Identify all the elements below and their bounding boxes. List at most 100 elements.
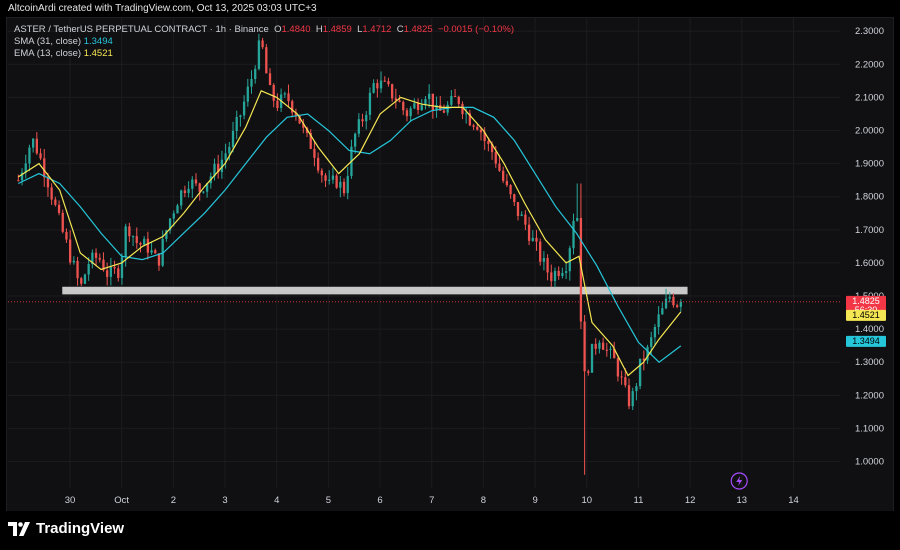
candle-body (342, 181, 346, 194)
y-tick-label: 2.0000 (855, 126, 884, 137)
x-tick-label: 2 (171, 495, 176, 506)
candle-body (502, 170, 505, 181)
candle-body (91, 252, 94, 265)
candle-body (583, 321, 586, 372)
sma-value: 1.3494 (83, 36, 113, 47)
candle-body (339, 181, 342, 188)
ema-line (17, 90, 682, 377)
candle-body (17, 180, 20, 182)
candle-body (627, 385, 631, 407)
candle-body (535, 237, 538, 242)
candle-body (31, 138, 35, 148)
candle-body (435, 104, 438, 111)
y-tick-label: 2.3000 (855, 26, 884, 37)
candle-body (309, 132, 312, 149)
candle-body (624, 377, 627, 386)
caption-text: AltcoinArdi created with TradingView.com… (8, 3, 317, 14)
candle-body (679, 301, 682, 307)
candle-body (43, 158, 46, 178)
candle-body (268, 73, 272, 85)
brand-name: TradingView (36, 520, 125, 537)
candle-body (487, 141, 490, 144)
candle-body (672, 296, 675, 306)
x-tick-label: 7 (429, 495, 434, 506)
gridlines (8, 18, 840, 488)
candle-body (261, 40, 264, 48)
candle-body (479, 129, 483, 133)
ema-legend-row[interactable]: EMA (13, close) 1.4521 (14, 48, 514, 60)
candle-body (568, 248, 571, 272)
x-tick-label: 9 (532, 495, 537, 506)
candle-body (224, 153, 227, 160)
candle-body (587, 371, 590, 373)
tradingview-logo[interactable]: TradingView (8, 520, 124, 537)
x-tick-label: 4 (274, 495, 279, 506)
support-band (62, 286, 688, 295)
candle-body (509, 185, 512, 195)
candle-body (24, 163, 27, 173)
candle-body (398, 100, 401, 102)
candle-body (498, 163, 501, 171)
candle-body (383, 80, 386, 82)
chart-frame[interactable] (6, 17, 894, 513)
candle-body (520, 214, 523, 216)
candlestick-series (17, 33, 682, 475)
candle-body (35, 138, 38, 154)
candle-body (228, 146, 231, 154)
sma-legend-row[interactable]: SMA (31, close) 1.3494 (14, 36, 514, 48)
candle-body (331, 175, 335, 180)
candle-body (80, 278, 83, 284)
lightning-icon[interactable] (730, 472, 748, 490)
candle-body (524, 214, 527, 225)
low-value: 1.4712 (362, 24, 392, 35)
candle-body (20, 172, 24, 181)
candle-body (54, 199, 57, 205)
candle-body (564, 271, 568, 273)
candle-body (420, 105, 423, 111)
y-tick-label: 1.4000 (855, 324, 884, 335)
candle-body (387, 81, 390, 85)
candle-body (213, 163, 216, 177)
candle-body (128, 226, 131, 237)
candle-body (98, 257, 101, 260)
candle-body (220, 159, 224, 173)
candle-body (120, 257, 124, 278)
y-tick-label: 1.7000 (855, 225, 884, 236)
candle-body (457, 96, 460, 104)
candle-body (609, 348, 612, 350)
y-tick-label: 1.8000 (855, 192, 884, 203)
candle-body (87, 264, 90, 275)
x-tick-label: 8 (481, 495, 486, 506)
candle-body (320, 170, 323, 176)
candle-body (194, 179, 198, 184)
x-tick-label: 12 (685, 495, 696, 506)
countdown-badge-text: 56:30 (855, 305, 878, 315)
candle-body (353, 133, 357, 147)
candle-body (642, 358, 645, 361)
candle-body (235, 116, 238, 131)
candle-body (239, 115, 242, 117)
candle-body (394, 98, 397, 101)
candle-body (165, 230, 168, 239)
candle-body (231, 130, 235, 147)
candle-body (557, 270, 560, 277)
x-tick-label: 11 (634, 495, 644, 506)
candle-body (46, 177, 50, 188)
candle-body (661, 308, 664, 315)
candle-body (546, 257, 549, 273)
y-tick-label: 2.1000 (855, 92, 884, 103)
low-label: L (357, 24, 363, 35)
candle-body (572, 220, 575, 249)
candle-body (468, 113, 472, 126)
close-value: 1.4825 (403, 24, 433, 35)
candle-body (576, 217, 579, 221)
candle-body (494, 152, 497, 164)
candle-body (335, 175, 338, 188)
candle-body (409, 108, 412, 117)
candle-body (316, 157, 320, 171)
candle-body (379, 80, 383, 89)
candle-body (472, 125, 475, 127)
candle-body (150, 250, 153, 253)
candle-body (402, 101, 405, 111)
